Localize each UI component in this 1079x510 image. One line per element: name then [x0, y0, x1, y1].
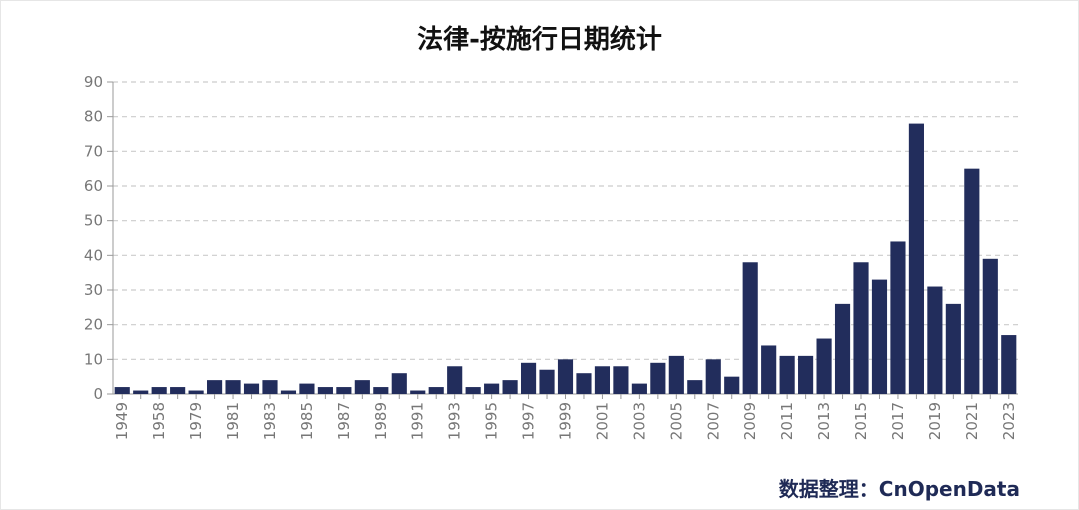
bar-1997 [520, 362, 537, 394]
x-tick-label: 2021 [963, 402, 981, 440]
x-tick-label: 1983 [261, 402, 279, 440]
bar-2013 [816, 338, 832, 394]
y-tick-label: 60 [84, 177, 103, 195]
bar-1988 [354, 380, 370, 394]
x-tick-label: 2001 [593, 402, 611, 440]
bar-1995 [484, 383, 500, 394]
bar-1980 [207, 380, 223, 394]
x-tick-label: 1991 [409, 402, 427, 440]
bar-2019 [927, 286, 943, 394]
bar-2011 [779, 355, 795, 394]
bar-1983 [262, 380, 278, 394]
bar-2007 [705, 359, 721, 394]
bar-1992 [428, 387, 444, 394]
bar-1996 [502, 380, 518, 394]
x-tick-label: 2011 [778, 402, 796, 440]
x-tick-label: 2019 [926, 402, 944, 440]
bar-2008 [724, 376, 740, 394]
x-tick-label: 1979 [187, 402, 205, 440]
x-tick-label: 1997 [520, 402, 538, 440]
bar-1986 [317, 387, 333, 394]
x-tick-label: 2009 [741, 402, 759, 440]
x-tick-label: 2023 [1000, 402, 1018, 440]
bar-2022 [982, 258, 998, 394]
x-tick-label: 1989 [372, 402, 390, 440]
bar-2018 [908, 123, 924, 394]
bar-2001 [594, 366, 611, 394]
bar-2017 [890, 241, 906, 394]
bar-2002 [613, 366, 629, 394]
x-tick-label: 1999 [557, 402, 575, 440]
bar-2003 [631, 383, 647, 394]
bar-1985 [299, 383, 315, 394]
x-tick-label: 1949 [113, 402, 131, 440]
bar-1998 [539, 369, 555, 394]
x-tick-label: 1958 [150, 402, 168, 440]
y-tick-label: 90 [84, 73, 103, 91]
bar-1984 [280, 390, 297, 394]
y-tick-label: 80 [84, 108, 103, 126]
bar-1993 [447, 366, 463, 394]
source-note: 数据整理：CnOpenData [778, 477, 1020, 501]
y-tick-label: 0 [93, 385, 103, 403]
x-tick-label: 1985 [298, 402, 316, 440]
bar-1990 [391, 373, 407, 394]
bar-1994 [465, 387, 481, 394]
y-tick-label: 70 [84, 142, 103, 160]
y-tick-label: 40 [84, 246, 103, 264]
bar-2000 [576, 373, 592, 394]
x-tick-label: 2017 [889, 402, 907, 440]
bar-2016 [871, 279, 888, 394]
x-tick-label: 2003 [630, 402, 648, 440]
chart-title: 法律-按施行日期统计 [417, 25, 662, 55]
bar-1987 [336, 387, 352, 394]
y-tick-label: 10 [84, 350, 103, 368]
bar-1989 [373, 387, 389, 394]
bar-1999 [557, 359, 574, 394]
y-tick-label: 30 [84, 281, 103, 299]
bar-1979 [188, 390, 204, 394]
bar-1957 [133, 390, 149, 394]
bar-2004 [650, 362, 666, 394]
x-tick-label: 1981 [224, 402, 242, 440]
bar-2009 [742, 262, 758, 394]
bar-2010 [761, 345, 777, 394]
y-tick-label: 50 [84, 212, 103, 230]
bar-1991 [410, 390, 426, 394]
x-tick-label: 2005 [667, 402, 685, 440]
bar-2020 [945, 303, 961, 394]
bar-1965 [170, 387, 186, 394]
y-tick-label: 20 [84, 316, 103, 334]
bar-1982 [243, 383, 260, 394]
x-tick-label: 1987 [335, 402, 353, 440]
bar-2005 [668, 355, 684, 394]
bar-2014 [834, 303, 851, 394]
bar-2006 [687, 380, 703, 394]
x-tick-label: 2007 [704, 402, 722, 440]
bar-2015 [853, 262, 869, 394]
x-tick-label: 1995 [483, 402, 501, 440]
bar-2021 [964, 168, 980, 394]
bar-1981 [225, 380, 241, 394]
bar-1958 [151, 387, 167, 394]
bar-2012 [798, 355, 814, 394]
x-tick-label: 2015 [852, 402, 870, 440]
bar-1949 [114, 387, 130, 394]
bar-2023 [1001, 335, 1017, 394]
x-tick-label: 1993 [446, 402, 464, 440]
x-tick-label: 2013 [815, 402, 833, 440]
